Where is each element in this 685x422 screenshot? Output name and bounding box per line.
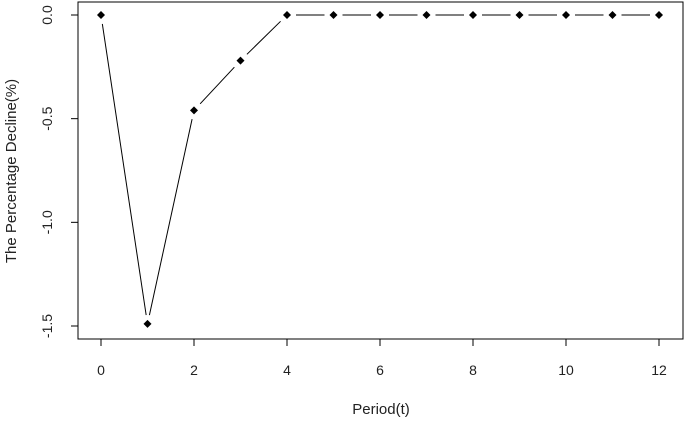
x-tick-label: 10 [558,362,574,378]
series-line-segment [199,66,235,105]
data-point [283,11,291,19]
y-tick-label: -1.5 [39,314,55,338]
data-point [376,11,384,19]
y-tick-label: 0.0 [39,5,55,25]
data-point [655,11,663,19]
series-line-segment [148,119,193,316]
y-axis: 0.0 -0.5 -1.0 -1.5 [39,5,78,338]
y-axis-title: The Percentage Decline(%) [3,79,20,263]
x-tick-label: 0 [97,362,105,378]
data-point [608,11,617,19]
data-point [422,11,431,19]
series-line-segment [101,23,147,316]
plot-frame [77,1,684,340]
x-tick-label: 2 [190,362,198,378]
y-tick-label: -0.5 [39,106,55,130]
x-tick-label: 4 [283,362,291,378]
data-point [190,106,198,115]
data-point [143,319,152,328]
data-point [97,11,105,19]
y-tick-label: -1.0 [39,210,55,234]
x-tick-label: 8 [469,362,477,378]
x-axis: 0 2 4 6 8 10 12 [97,339,667,378]
series-line-segment [246,20,281,55]
data-point [329,11,338,19]
x-axis-title: Period(t) [352,401,410,418]
series-line [101,14,650,316]
x-tick-label: 6 [376,362,384,378]
data-point [562,11,570,19]
data-point [515,11,524,19]
data-point [236,56,245,65]
data-point [469,11,477,19]
series-points [97,11,663,328]
x-tick-label: 12 [651,362,667,378]
